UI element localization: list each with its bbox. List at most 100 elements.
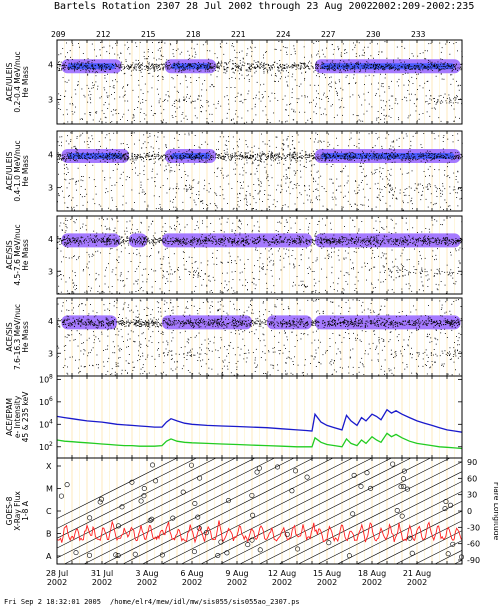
event-dot [145,114,147,116]
event-dot [128,47,130,48]
event-dot [295,69,297,70]
event-dot [313,164,315,166]
event-dot [87,62,89,64]
event-dot [185,153,187,154]
event-dot [304,78,306,79]
event-dot [131,169,133,170]
event-dot [347,68,348,70]
event-dot [187,157,189,159]
event-dot [375,154,377,156]
event-dot [386,101,387,103]
event-dot [287,168,289,169]
event-dot [296,85,298,86]
panel-ylabel-line: ACE/SIS [5,240,14,269]
event-dot [246,121,248,123]
event-dot [394,239,396,240]
event-dot [271,92,273,94]
event-dot [344,155,346,157]
event-dot [275,158,277,160]
event-dot [295,153,297,155]
event-dot [292,157,294,159]
event-dot [117,157,119,159]
event-dot [316,156,318,158]
event-dot [168,65,170,67]
event-dot [404,47,406,49]
event-dot [115,64,116,66]
event-dot [360,162,361,164]
event-dot [252,155,254,157]
event-dot [442,156,444,158]
event-dot [427,103,429,105]
event-dot [387,170,389,171]
event-dot [404,158,406,160]
event-dot [325,155,327,157]
event-dot [70,157,72,159]
event-dot [309,102,310,104]
event-dot [451,74,453,76]
event-dot [446,68,448,69]
event-dot [304,65,305,67]
event-dot [434,185,436,187]
event-dot [380,73,381,75]
event-dot [419,85,421,87]
event-dot [87,157,89,158]
event-dot [63,68,64,69]
event-dot [243,245,245,247]
event-dot [181,66,182,68]
event-dot [62,157,64,159]
event-dot [211,155,212,156]
event-dot [88,177,90,179]
event-dot [186,156,188,158]
event-dot [132,161,134,162]
event-dot [392,194,394,195]
event-dot [85,71,87,73]
event-dot [278,154,280,155]
event-dot [147,49,149,50]
event-dot [253,184,255,185]
event-dot [177,139,179,141]
event-dot [82,180,84,182]
event-dot [304,185,305,186]
event-dot [261,209,263,211]
panel-ylabel-line: ACE/ULEIS [5,62,14,101]
event-dot [249,203,251,205]
event-dot [262,64,264,66]
event-dot [315,113,317,115]
event-dot [321,153,323,155]
event-dot [272,156,274,158]
event-dot [393,150,395,151]
event-dot [295,155,297,157]
event-dot [150,255,152,256]
event-dot [348,83,350,85]
event-dot [454,158,455,160]
event-dot [254,190,256,191]
event-dot [132,157,134,159]
event-dot [333,49,335,50]
event-dot [112,80,114,82]
event-dot [328,253,330,255]
event-dot [270,65,272,67]
event-dot [454,66,456,67]
event-dot [424,82,426,84]
event-dot [174,70,176,72]
event-dot [197,239,199,241]
event-dot [425,242,427,244]
event-dot [314,157,316,159]
event-dot [208,62,210,64]
event-dot [111,121,113,123]
event-dot [362,65,364,67]
event-dot [363,113,365,115]
event-dot [389,192,391,193]
event-dot [407,152,409,154]
event-dot [112,170,114,171]
event-dot [377,182,379,184]
event-dot [87,154,89,156]
event-dot [320,67,322,69]
event-dot [274,97,276,99]
event-dot [71,68,73,69]
event-dot [120,52,122,54]
event-dot [76,181,77,183]
event-dot [127,152,129,154]
event-dot [409,81,410,83]
event-dot [192,180,194,182]
